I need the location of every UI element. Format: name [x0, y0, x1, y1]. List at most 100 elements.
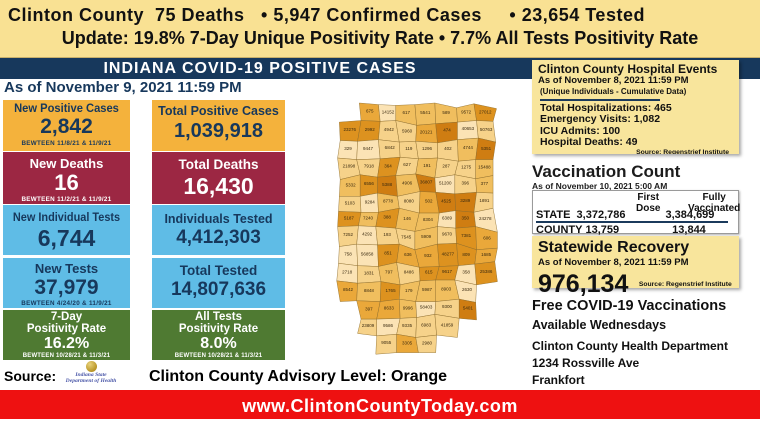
svg-text:3305: 3305	[402, 341, 413, 346]
svg-text:27012: 27012	[479, 110, 492, 115]
svg-text:287: 287	[442, 164, 450, 169]
svg-text:932: 932	[424, 253, 432, 258]
svg-text:8486: 8486	[404, 270, 415, 275]
svg-text:388: 388	[383, 215, 391, 220]
svg-text:2718: 2718	[342, 270, 353, 275]
svg-text:474: 474	[443, 128, 451, 133]
svg-text:402: 402	[444, 146, 452, 151]
svg-text:758: 758	[344, 251, 352, 256]
svg-text:6389: 6389	[442, 216, 453, 221]
svg-text:1275: 1275	[461, 165, 472, 170]
svg-text:25386: 25386	[480, 269, 493, 274]
svg-text:48277: 48277	[442, 251, 455, 256]
svg-text:5401: 5401	[463, 306, 474, 311]
svg-text:377: 377	[481, 181, 489, 186]
svg-text:24278: 24278	[479, 216, 492, 221]
svg-text:9284: 9284	[365, 200, 376, 205]
svg-text:8080: 8080	[404, 199, 415, 204]
svg-text:8778: 8778	[383, 199, 394, 204]
svg-text:797: 797	[385, 270, 393, 275]
svg-text:5187: 5187	[344, 216, 355, 221]
svg-text:397: 397	[365, 307, 373, 312]
svg-text:4906: 4906	[402, 181, 413, 186]
svg-text:14152: 14152	[382, 110, 395, 115]
svg-text:21898: 21898	[343, 164, 356, 169]
svg-text:5541: 5541	[420, 110, 431, 115]
svg-text:636: 636	[404, 252, 412, 257]
svg-text:7918: 7918	[364, 164, 375, 169]
svg-text:1296: 1296	[422, 146, 433, 151]
svg-text:675: 675	[366, 109, 374, 114]
svg-text:329: 329	[344, 146, 352, 151]
svg-text:9572: 9572	[461, 110, 472, 115]
svg-text:23276: 23276	[343, 127, 356, 132]
svg-text:1831: 1831	[364, 271, 375, 276]
svg-text:5388: 5388	[382, 182, 393, 187]
svg-text:3289: 3289	[460, 198, 471, 203]
svg-text:5332: 5332	[346, 183, 357, 188]
svg-text:615: 615	[425, 270, 433, 275]
svg-text:7545: 7545	[401, 235, 412, 240]
svg-text:146: 146	[403, 216, 411, 221]
svg-text:41859: 41859	[441, 322, 454, 327]
svg-text:809: 809	[462, 252, 470, 257]
svg-text:2992: 2992	[365, 127, 376, 132]
svg-text:502: 502	[425, 199, 433, 204]
svg-text:4744: 4744	[463, 145, 474, 150]
svg-text:193: 193	[383, 232, 391, 237]
svg-text:119: 119	[405, 146, 413, 151]
svg-text:7252: 7252	[343, 232, 354, 237]
svg-text:9335: 9335	[402, 323, 413, 328]
svg-text:23809: 23809	[362, 323, 375, 328]
svg-text:1891: 1891	[479, 198, 490, 203]
svg-text:7240: 7240	[363, 216, 374, 221]
svg-text:851: 851	[384, 251, 392, 256]
svg-text:58403: 58403	[420, 305, 433, 310]
svg-text:2980: 2980	[422, 341, 433, 346]
svg-text:5960: 5960	[402, 129, 413, 134]
svg-text:20121: 20121	[420, 129, 433, 134]
svg-text:4525: 4525	[441, 199, 452, 204]
svg-text:8542: 8542	[343, 287, 354, 292]
svg-text:9996: 9996	[403, 306, 414, 311]
svg-text:5351: 5351	[481, 146, 492, 151]
svg-text:8304: 8304	[423, 217, 434, 222]
svg-text:589: 589	[442, 110, 450, 115]
svg-text:51200: 51200	[439, 181, 452, 186]
svg-text:2630: 2630	[462, 287, 473, 292]
svg-text:350: 350	[461, 216, 469, 221]
svg-text:6842: 6842	[385, 145, 396, 150]
svg-text:15488: 15488	[478, 165, 491, 170]
svg-text:6556: 6556	[364, 181, 375, 186]
svg-text:7381: 7381	[461, 233, 472, 238]
svg-text:606: 606	[483, 236, 491, 241]
svg-text:9055: 9055	[381, 340, 392, 345]
svg-text:396: 396	[461, 181, 469, 186]
svg-text:6983: 6983	[421, 322, 432, 327]
svg-text:40653: 40653	[462, 126, 475, 131]
svg-text:5987: 5987	[422, 287, 433, 292]
svg-text:9300: 9300	[442, 304, 453, 309]
svg-text:9617: 9617	[442, 269, 453, 274]
svg-text:5103: 5103	[345, 200, 356, 205]
svg-text:8903: 8903	[441, 287, 452, 292]
svg-text:617: 617	[402, 110, 410, 115]
svg-text:36807: 36807	[420, 180, 433, 185]
svg-text:364: 364	[384, 164, 392, 169]
svg-text:191: 191	[423, 163, 431, 168]
svg-text:9447: 9447	[363, 146, 374, 151]
svg-text:1765: 1765	[386, 288, 397, 293]
svg-text:358: 358	[462, 270, 470, 275]
svg-text:4292: 4292	[362, 232, 373, 237]
svg-text:4942: 4942	[384, 127, 395, 132]
svg-text:9586: 9586	[383, 323, 394, 328]
svg-text:56858: 56858	[361, 251, 374, 256]
svg-text:1685: 1685	[481, 252, 492, 257]
svg-text:9670: 9670	[442, 232, 453, 237]
svg-text:8848: 8848	[364, 288, 375, 293]
svg-text:5909: 5909	[421, 234, 432, 239]
svg-text:627: 627	[403, 162, 411, 167]
svg-text:8633: 8633	[384, 306, 395, 311]
svg-text:50763: 50763	[480, 127, 493, 132]
svg-text:179: 179	[405, 288, 413, 293]
